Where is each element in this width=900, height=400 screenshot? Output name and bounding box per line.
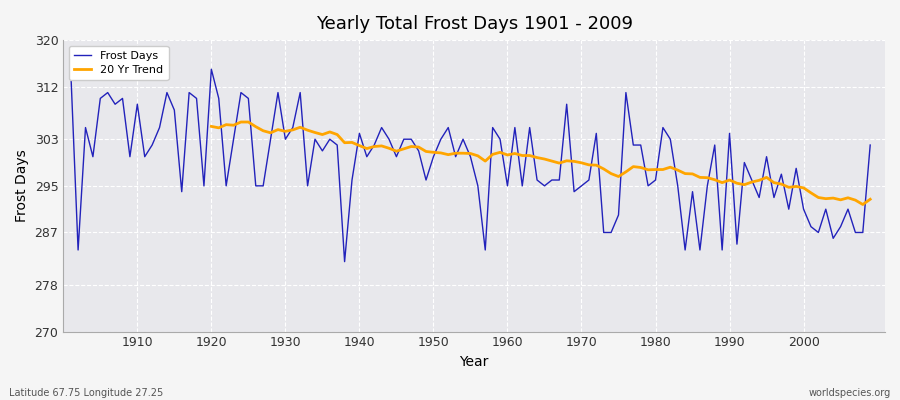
Text: worldspecies.org: worldspecies.org xyxy=(809,388,891,398)
Frost Days xyxy=(66,67,77,72)
20 Yr Trend xyxy=(858,202,868,207)
20 Yr Trend xyxy=(842,195,853,200)
Frost Days xyxy=(287,125,298,130)
Frost Days xyxy=(332,143,343,148)
20 Yr Trend xyxy=(302,128,313,132)
20 Yr Trend xyxy=(672,168,683,172)
20 Yr Trend xyxy=(865,197,876,202)
Frost Days xyxy=(502,184,513,188)
Title: Yearly Total Frost Days 1901 - 2009: Yearly Total Frost Days 1901 - 2009 xyxy=(316,15,633,33)
Frost Days xyxy=(509,125,520,130)
Line: 20 Yr Trend: 20 Yr Trend xyxy=(212,122,870,204)
Frost Days xyxy=(865,143,876,148)
20 Yr Trend xyxy=(413,145,424,150)
20 Yr Trend xyxy=(776,182,787,186)
Text: Latitude 67.75 Longitude 27.25: Latitude 67.75 Longitude 27.25 xyxy=(9,388,163,398)
20 Yr Trend xyxy=(761,175,772,180)
Frost Days xyxy=(124,154,135,159)
Y-axis label: Frost Days: Frost Days xyxy=(15,150,29,222)
Frost Days xyxy=(339,259,350,264)
X-axis label: Year: Year xyxy=(460,355,489,369)
Legend: Frost Days, 20 Yr Trend: Frost Days, 20 Yr Trend xyxy=(68,46,168,80)
20 Yr Trend xyxy=(206,124,217,129)
20 Yr Trend xyxy=(236,120,247,124)
Frost Days xyxy=(598,230,609,235)
Line: Frost Days: Frost Days xyxy=(71,69,870,262)
